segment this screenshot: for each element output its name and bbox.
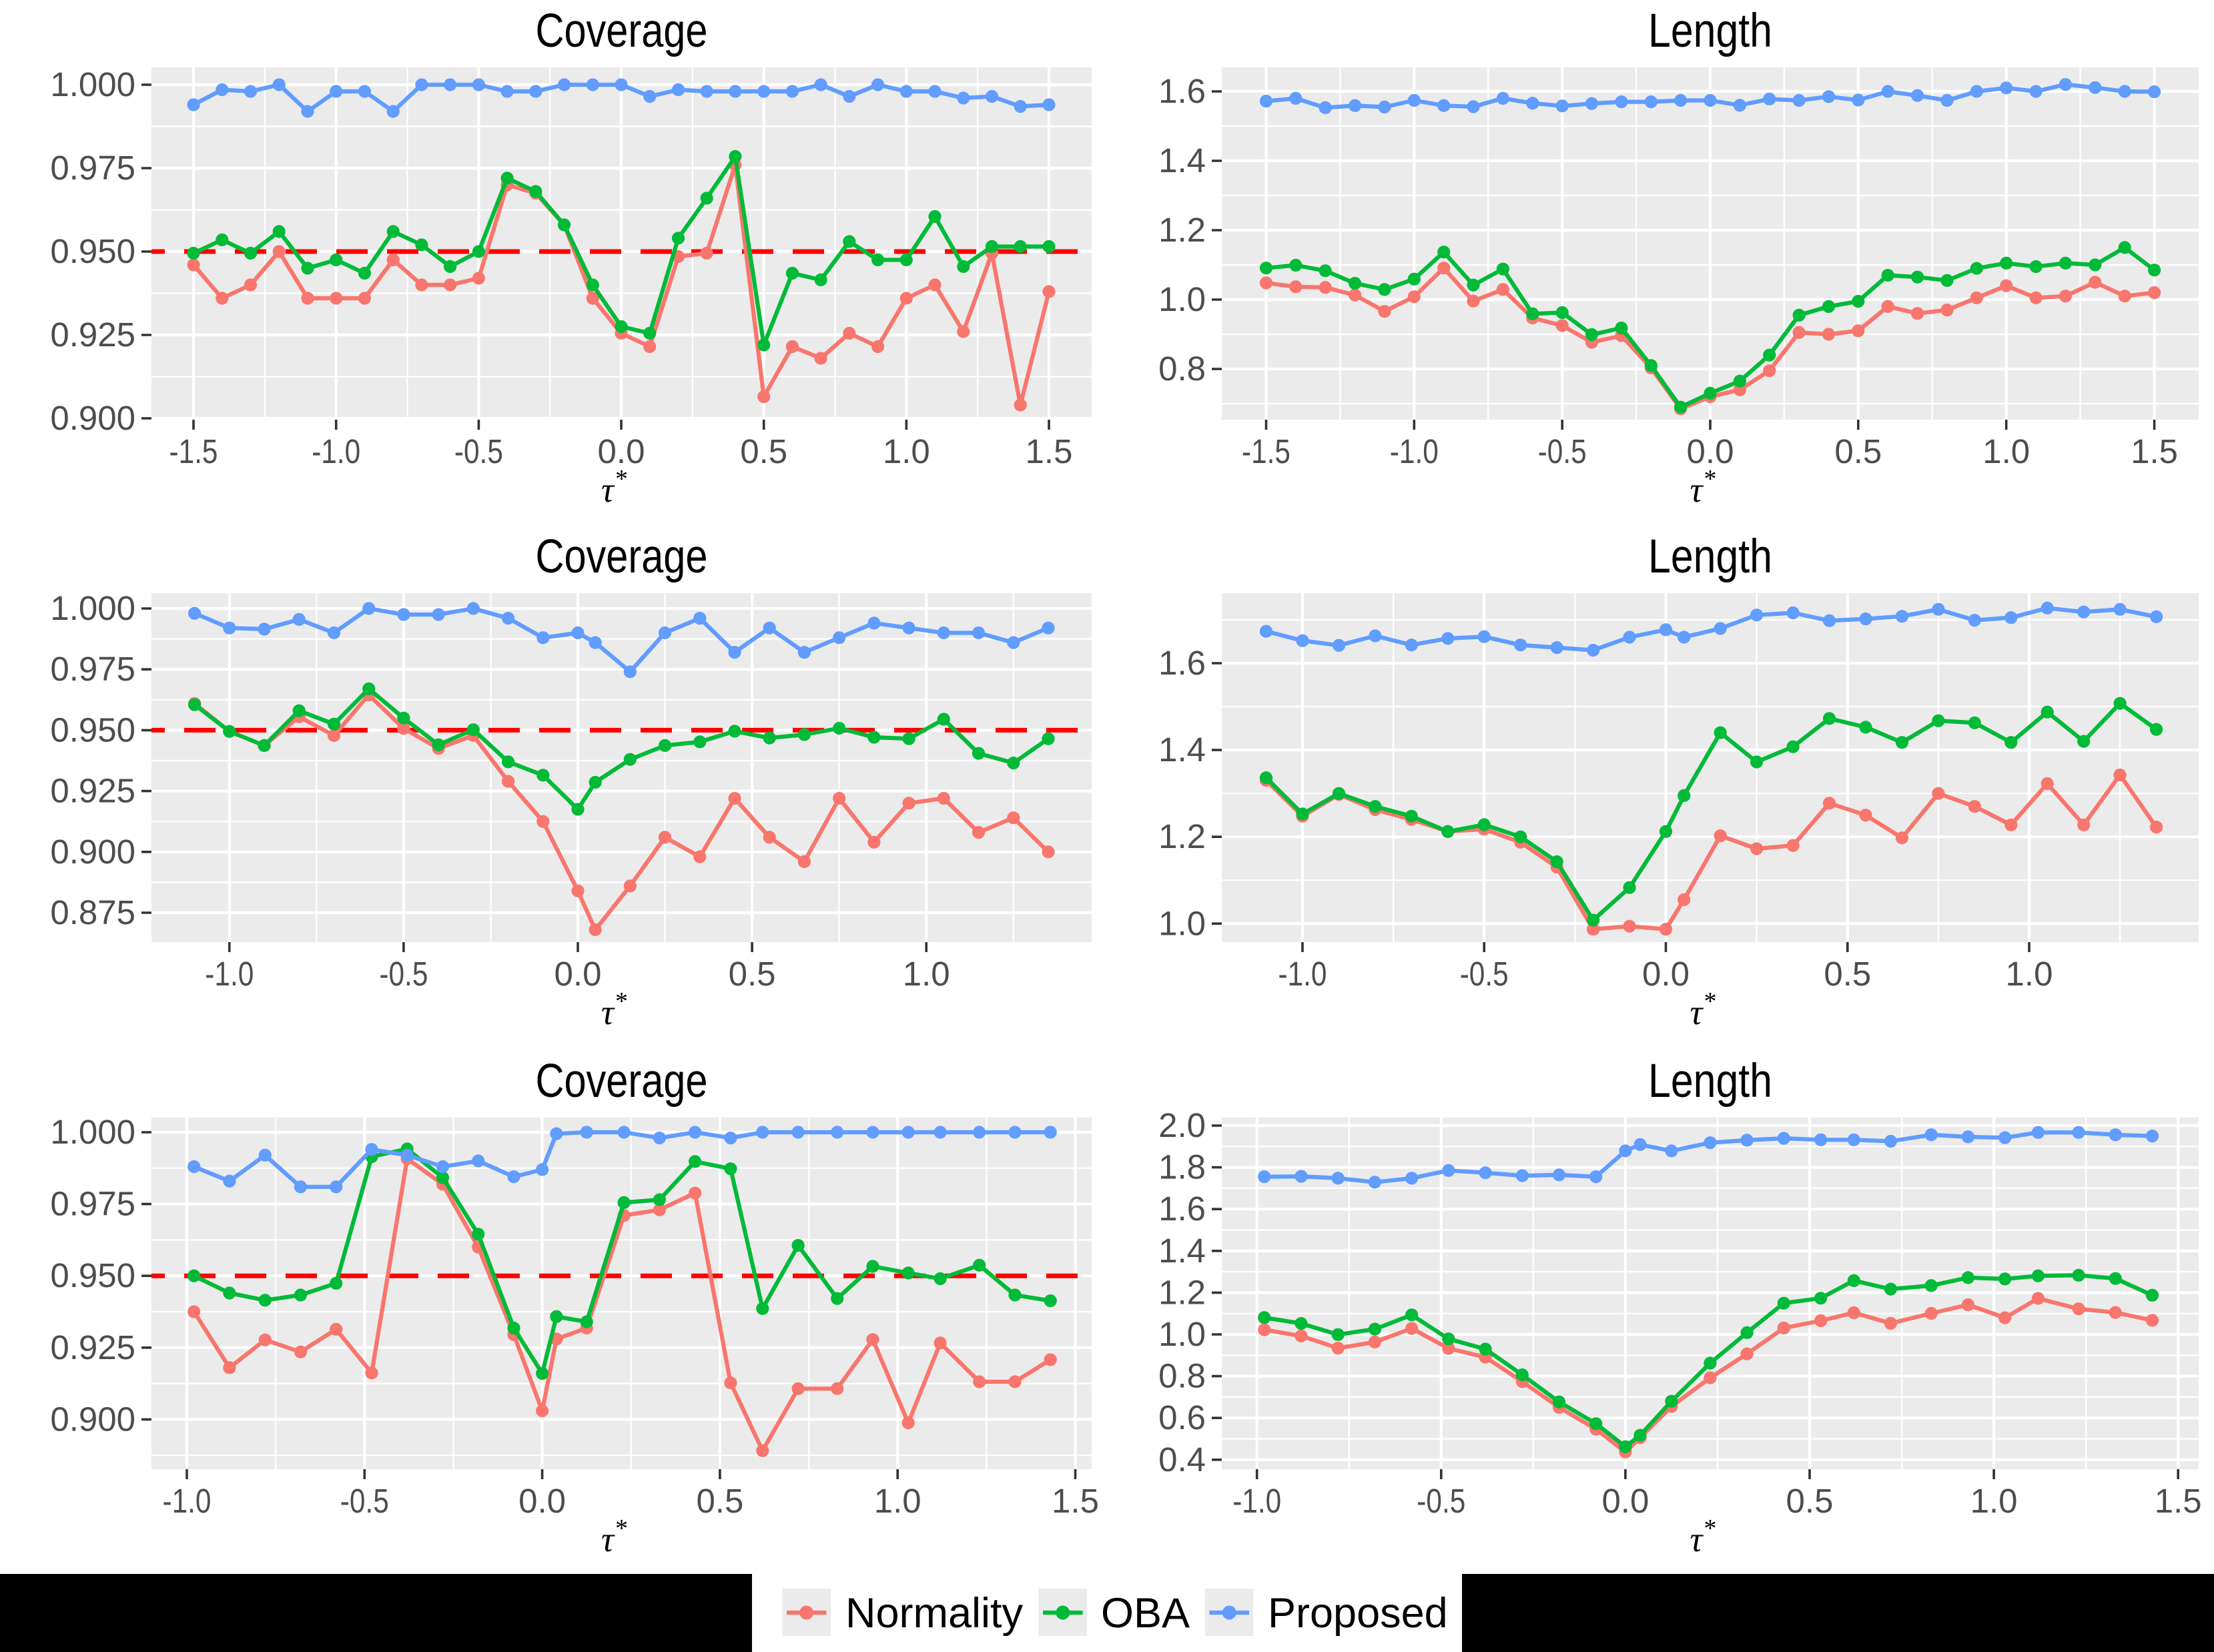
svg-text:Coverage: Coverage [536,1055,708,1108]
svg-text:-1.0: -1.0 [1390,432,1439,470]
svg-text:1.5: 1.5 [1052,1482,1099,1520]
svg-text:1.0: 1.0 [874,1482,921,1520]
svg-text:1.000: 1.000 [50,65,135,103]
svg-text:0.0: 0.0 [1642,955,1690,993]
svg-text:0.8: 0.8 [1158,350,1206,388]
svg-text:Coverage: Coverage [536,5,708,57]
svg-text:1.4: 1.4 [1158,731,1206,769]
svg-text:1.0: 1.0 [1158,904,1206,942]
svg-text:Coverage: Coverage [536,530,708,583]
svg-text:-0.5: -0.5 [1417,1482,1465,1520]
svg-text:-1.0: -1.0 [312,432,360,470]
svg-text:1.0: 1.0 [903,955,950,993]
svg-text:-1.0: -1.0 [1278,955,1327,993]
svg-text:1.6: 1.6 [1158,1190,1206,1228]
svg-text:Length: Length [1648,5,1772,57]
svg-text:0.975: 0.975 [50,149,135,187]
svg-text:1.0: 1.0 [1982,432,2030,470]
svg-text:0.925: 0.925 [50,772,135,810]
svg-text:-1.5: -1.5 [1242,432,1290,470]
svg-text:0.975: 0.975 [50,650,135,688]
svg-text:1.4: 1.4 [1158,1232,1206,1270]
svg-text:0.900: 0.900 [50,833,135,871]
svg-text:0.0: 0.0 [518,1482,566,1520]
svg-text:Length: Length [1648,530,1772,583]
svg-text:-1.0: -1.0 [163,1482,212,1520]
svg-text:0.5: 0.5 [1834,432,1882,470]
svg-text:1.6: 1.6 [1158,644,1206,682]
svg-text:-1.5: -1.5 [169,432,218,470]
svg-text:-1.0: -1.0 [205,955,254,993]
svg-text:1.8: 1.8 [1158,1148,1206,1186]
svg-text:1.000: 1.000 [50,589,135,627]
svg-text:0.0: 0.0 [555,955,602,993]
svg-text:0.0: 0.0 [1601,1482,1649,1520]
svg-text:1.4: 1.4 [1158,141,1206,179]
svg-text:-0.5: -0.5 [1460,955,1509,993]
svg-text:1.6: 1.6 [1158,72,1206,110]
svg-text:0.0: 0.0 [1687,432,1734,470]
svg-text:1.0: 1.0 [1158,280,1206,318]
svg-text:0.6: 0.6 [1158,1398,1206,1436]
svg-text:0.8: 0.8 [1158,1357,1206,1395]
svg-text:1.5: 1.5 [1026,432,1073,470]
svg-text:Normality: Normality [845,1590,1024,1637]
svg-text:1.0: 1.0 [883,432,930,470]
svg-text:0.5: 0.5 [740,432,787,470]
svg-text:2.0: 2.0 [1158,1106,1206,1144]
svg-text:0.950: 0.950 [50,1256,135,1294]
svg-text:1.5: 1.5 [2131,432,2178,470]
svg-text:OBA: OBA [1101,1590,1190,1637]
svg-text:0.975: 0.975 [50,1185,135,1223]
svg-text:0.5: 0.5 [696,1482,743,1520]
svg-text:-0.5: -0.5 [454,432,503,470]
svg-text:0.950: 0.950 [50,232,135,270]
svg-text:1.0: 1.0 [2006,955,2053,993]
svg-text:1.000: 1.000 [50,1113,135,1151]
svg-text:0.5: 0.5 [729,955,776,993]
svg-text:-0.5: -0.5 [340,1482,389,1520]
svg-text:1.2: 1.2 [1158,211,1206,249]
svg-text:0.5: 0.5 [1786,1482,1834,1520]
svg-text:1.0: 1.0 [1158,1315,1206,1353]
svg-text:0.925: 0.925 [50,316,135,354]
svg-text:1.2: 1.2 [1158,817,1206,855]
svg-text:0.900: 0.900 [50,1400,135,1438]
svg-text:-0.5: -0.5 [379,955,428,993]
svg-text:0.5: 0.5 [1824,955,1871,993]
svg-text:0.875: 0.875 [50,893,135,931]
svg-text:1.5: 1.5 [2155,1482,2202,1520]
svg-text:-0.5: -0.5 [1538,432,1587,470]
svg-text:0.950: 0.950 [50,711,135,749]
svg-text:Length: Length [1648,1055,1772,1108]
svg-text:0.0: 0.0 [598,432,645,470]
svg-text:0.4: 0.4 [1158,1440,1206,1479]
svg-text:1.0: 1.0 [1970,1482,2018,1520]
svg-text:Proposed: Proposed [1268,1590,1448,1637]
svg-text:-1.0: -1.0 [1232,1482,1281,1520]
svg-text:0.925: 0.925 [50,1328,135,1366]
svg-text:0.900: 0.900 [50,399,135,437]
svg-text:1.2: 1.2 [1158,1273,1206,1311]
